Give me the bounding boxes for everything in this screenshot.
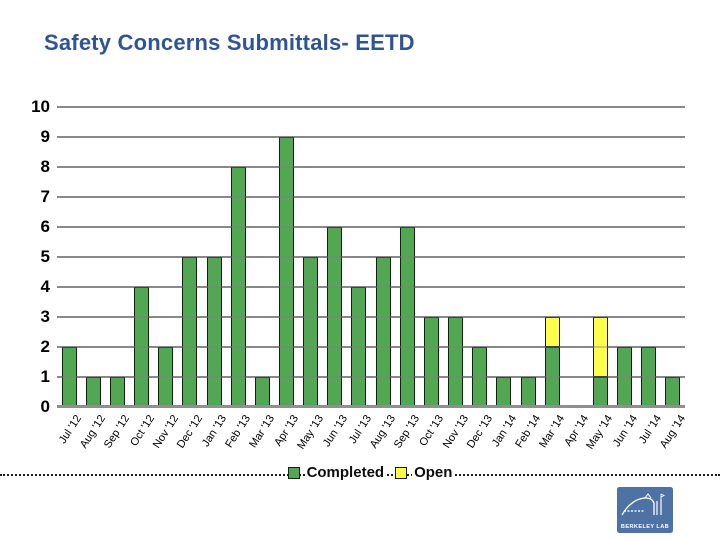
x-axis: Jul '12 Aug '12 Sep '12 Oct '12 Nov '12 Dec '… <box>57 411 688 471</box>
gridline <box>57 346 685 348</box>
bar-open-segment <box>592 317 608 377</box>
gridline <box>57 136 685 138</box>
gridline <box>57 376 685 378</box>
y-axis: 0 1 2 3 4 5 6 7 8 9 10 <box>4 97 50 416</box>
bar-open-segment <box>544 317 560 347</box>
gridline-overlay <box>57 226 685 228</box>
bar-completed-segment <box>665 377 681 407</box>
y-axis-label: 1 <box>40 367 50 386</box>
gridline-overlay <box>57 376 685 378</box>
y-axis-label: 7 <box>40 187 50 206</box>
y-axis-label: 10 <box>31 97 50 116</box>
legend-completed-swatch <box>287 466 300 479</box>
bar-completed-segment <box>254 377 270 407</box>
bar-completed-segment <box>496 377 512 407</box>
legend-open-label: Open <box>412 464 455 481</box>
gridline <box>57 316 685 318</box>
bar-chart <box>57 106 685 408</box>
y-axis-label: 2 <box>40 337 50 356</box>
gridline-overlay <box>57 286 685 288</box>
bar-completed-segment <box>85 377 101 407</box>
y-axis-label: 3 <box>40 307 50 326</box>
y-axis-label: 5 <box>40 247 50 266</box>
bar-completed-segment <box>375 257 391 407</box>
gridline <box>57 286 685 288</box>
x-axis-label: Jun '14 <box>610 413 640 450</box>
berkeley-lab-logo: BERKELEY LAB <box>617 487 673 533</box>
gridline <box>57 166 685 168</box>
svg-text:BERKELEY LAB: BERKELEY LAB <box>621 524 669 530</box>
bar-completed-segment <box>109 377 125 407</box>
bar-completed-segment <box>182 257 198 407</box>
y-axis-label: 4 <box>40 277 50 296</box>
bar-completed-segment <box>303 257 319 407</box>
y-axis-label: 8 <box>40 157 50 176</box>
legend-item-open: Open <box>395 464 455 481</box>
legend-item-completed: Completed <box>287 464 387 481</box>
gridline-overlay <box>57 136 685 138</box>
gridline <box>57 226 685 228</box>
legend-open-swatch <box>395 466 408 479</box>
gridline-overlay <box>57 316 685 318</box>
gridline-overlay <box>57 196 685 198</box>
gridline <box>57 256 685 258</box>
y-axis-label: 9 <box>40 127 50 146</box>
y-axis-label: 0 <box>40 397 50 416</box>
chart-legend: Completed Open <box>57 464 685 481</box>
gridline-overlay <box>57 256 685 258</box>
y-axis-label: 6 <box>40 217 50 236</box>
gridline-overlay <box>57 166 685 168</box>
bar-completed-segment <box>423 317 439 407</box>
x-axis-line <box>57 405 685 408</box>
gridline-overlay <box>57 106 685 108</box>
gridline <box>57 106 685 108</box>
bar-completed-segment <box>278 137 294 407</box>
page-title: Safety Concerns Submittals- EETD <box>44 30 415 55</box>
bar-completed-segment <box>448 317 464 407</box>
gridline <box>57 196 685 198</box>
bar-completed-segment <box>592 377 608 407</box>
gridline-overlay <box>57 346 685 348</box>
bar-completed-segment <box>206 257 222 407</box>
legend-completed-label: Completed <box>304 464 387 481</box>
bar-completed-segment <box>520 377 536 407</box>
